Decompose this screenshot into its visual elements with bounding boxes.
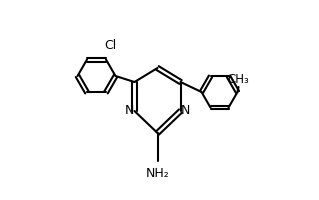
Text: NH₂: NH₂ (146, 167, 169, 180)
Text: Cl: Cl (104, 39, 116, 52)
Text: N: N (181, 104, 190, 117)
Text: CH₃: CH₃ (228, 73, 249, 86)
Text: N: N (125, 104, 134, 117)
